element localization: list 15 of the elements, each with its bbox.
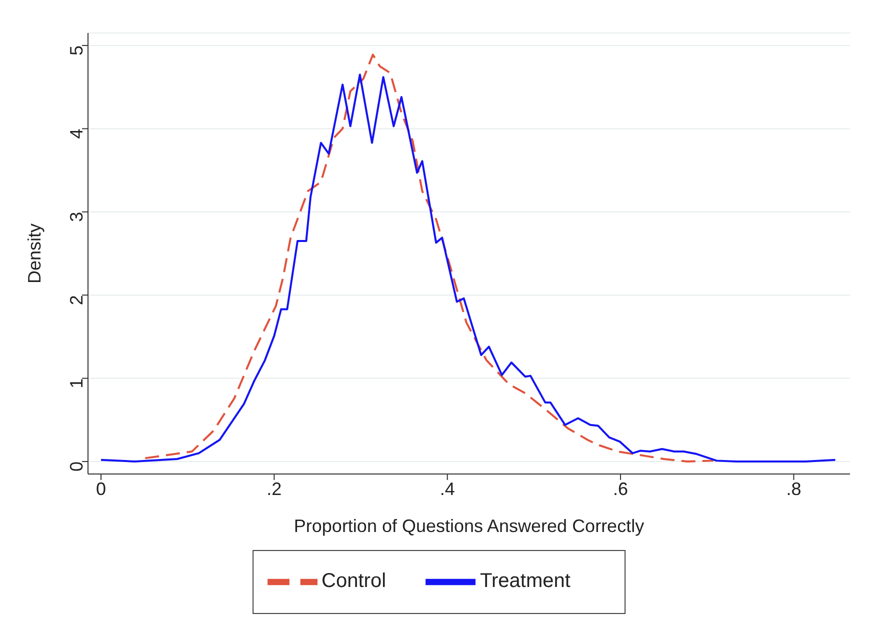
x-tick-label: .4 bbox=[440, 478, 455, 499]
legend-label: Control bbox=[322, 570, 386, 592]
y-tick-label: 4 bbox=[66, 128, 86, 139]
y-tick-label: 5 bbox=[66, 45, 86, 56]
x-tick-label: .8 bbox=[786, 478, 802, 499]
x-axis-title: Proportion of Questions Answered Correctly bbox=[294, 516, 644, 536]
y-tick-label: 0 bbox=[66, 462, 86, 472]
y-tick-label: 2 bbox=[66, 295, 86, 306]
y-tick-label: 1 bbox=[66, 378, 86, 388]
y-axis-title: Density bbox=[24, 223, 44, 284]
x-tick-label: .2 bbox=[266, 478, 282, 499]
x-tick-label: .6 bbox=[613, 478, 628, 499]
y-tick-label: 3 bbox=[66, 212, 86, 222]
x-tick-label: 0 bbox=[96, 478, 106, 499]
legend-label: Treatment bbox=[480, 570, 570, 592]
